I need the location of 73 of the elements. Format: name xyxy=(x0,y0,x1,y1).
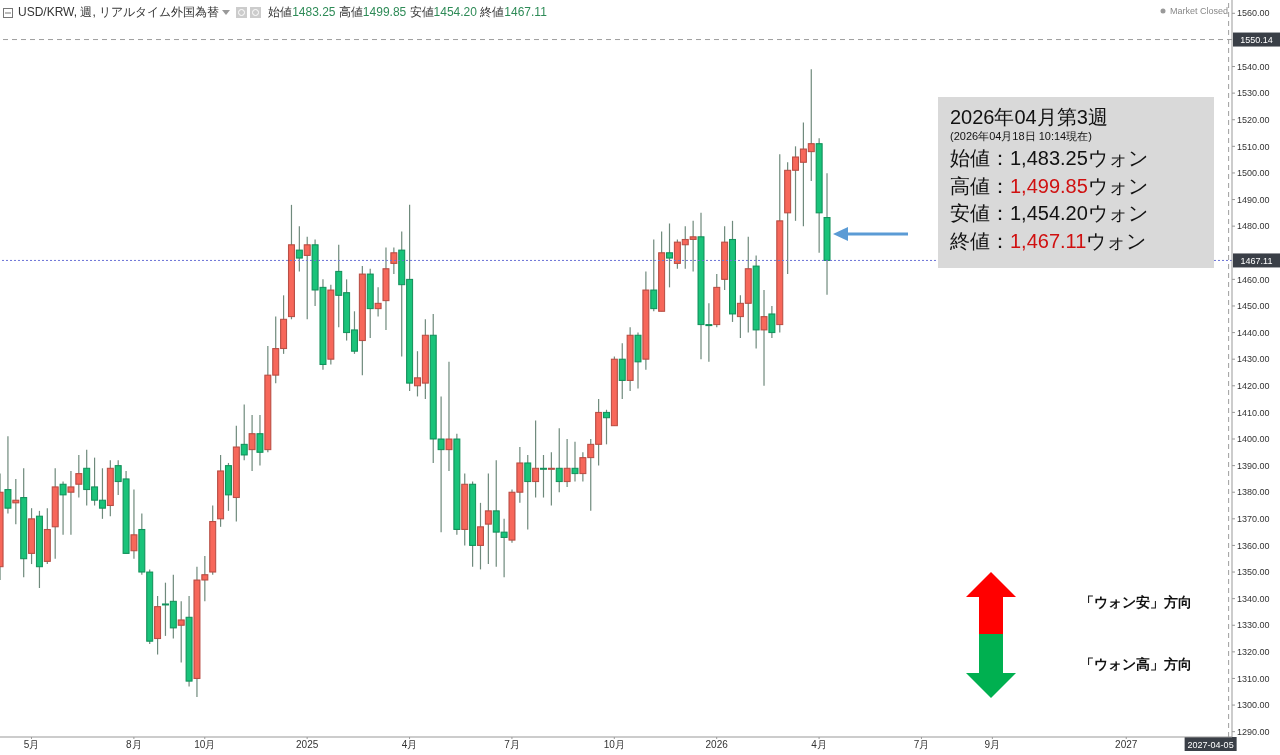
y-tick-label: 1330.00 xyxy=(1237,620,1270,631)
annotation: 高値：1,499.85ウォン xyxy=(950,174,1148,197)
annotation: (2026年04月18日 10:14現在) xyxy=(950,129,1093,143)
annotation: 終値：1,467.11ウォン xyxy=(950,229,1147,252)
x-tick-label: 2026 xyxy=(705,739,729,751)
ref-line-label: 2027-04-05 xyxy=(1187,739,1234,750)
x-tick-label: 9月 xyxy=(984,739,1001,751)
y-tick-label: 1300.00 xyxy=(1237,700,1270,711)
x-tick-label: 10月 xyxy=(194,739,216,751)
chart-title: USD/KRW, 週, リアルタイム外国為替 xyxy=(18,4,220,21)
candlestick xyxy=(295,225,303,272)
y-tick-label: 1540.00 xyxy=(1237,61,1270,72)
candlestick xyxy=(177,600,185,664)
annotation: 始値：1,483.25ウォン xyxy=(950,146,1149,171)
candlestick xyxy=(67,470,75,536)
y-tick-label: 1490.00 xyxy=(1237,194,1270,205)
ref-line-label: 1467.11 xyxy=(1240,255,1273,266)
y-tick-label: 1560.00 xyxy=(1237,8,1270,19)
y-tick-label: 1450.00 xyxy=(1237,301,1270,312)
candlestick xyxy=(768,305,776,339)
y-tick-label: 1420.00 xyxy=(1237,380,1270,391)
y-tick-label: 1430.00 xyxy=(1237,354,1270,365)
candlestick xyxy=(532,419,540,499)
y-tick-label: 1510.00 xyxy=(1237,141,1270,152)
y-tick-label: 1440.00 xyxy=(1237,327,1270,338)
y-tick-label: 1340.00 xyxy=(1237,593,1270,604)
candlestick xyxy=(240,403,248,461)
candlestick xyxy=(476,502,484,570)
y-tick-label: 1410.00 xyxy=(1237,407,1270,418)
x-tick-label: 2025 xyxy=(296,739,319,751)
x-tick-label: 4月 xyxy=(401,739,418,751)
x-tick-label: 8月 xyxy=(126,739,142,751)
candlestick xyxy=(650,238,658,312)
x-tick-label: 5月 xyxy=(23,739,40,751)
x-tick-label: 4月 xyxy=(811,739,827,751)
annotation: 安値：1,454.20ウォン xyxy=(950,201,1149,226)
y-tick-label: 1520.00 xyxy=(1237,114,1270,125)
candlestick xyxy=(75,454,83,499)
y-tick-label: 1320.00 xyxy=(1237,647,1270,658)
y-tick-label: 1390.00 xyxy=(1237,460,1270,471)
candlestick xyxy=(618,342,626,400)
y-tick-label: 1480.00 xyxy=(1237,221,1270,232)
candlestick xyxy=(484,473,492,565)
y-tick-label: 1350.00 xyxy=(1237,567,1270,578)
candlestick xyxy=(666,222,674,288)
annotation: 「ウォン安」方向 xyxy=(1080,594,1192,612)
y-tick-label: 1380.00 xyxy=(1237,487,1270,498)
annotation: 2026年04月第3週 xyxy=(950,105,1109,129)
candlestick xyxy=(524,454,532,531)
annotation: Market Closed xyxy=(1169,6,1228,16)
annotation: 「ウォン高」方向 xyxy=(1080,656,1192,674)
ref-line-label: 1550.14 xyxy=(1240,35,1273,46)
y-tick-label: 1290.00 xyxy=(1237,726,1270,737)
candlestick xyxy=(603,409,610,445)
y-tick-label: 1400.00 xyxy=(1237,434,1270,445)
y-tick-label: 1460.00 xyxy=(1237,274,1270,285)
y-tick-label: 1530.00 xyxy=(1237,88,1270,99)
candlestick xyxy=(390,246,398,275)
candlestick xyxy=(374,286,382,318)
y-tick-label: 1500.00 xyxy=(1237,168,1270,179)
x-tick-label: 7月 xyxy=(504,739,520,751)
x-tick-label: 2027 xyxy=(1115,739,1138,751)
candlestick xyxy=(539,454,547,499)
y-tick-label: 1370.00 xyxy=(1237,514,1270,525)
y-tick-label: 1310.00 xyxy=(1237,673,1270,684)
chart-subtitle: 始値1483.25 高値1499.85 安値1454.20 終値1467.11 xyxy=(268,5,547,19)
candlestick xyxy=(563,438,571,488)
candlestick xyxy=(555,427,563,493)
candlestick xyxy=(547,451,555,507)
y-tick-label: 1360.00 xyxy=(1237,540,1270,551)
x-tick-label: 7月 xyxy=(913,739,930,751)
x-tick-label: 10月 xyxy=(603,739,625,751)
candlestick xyxy=(303,236,311,320)
